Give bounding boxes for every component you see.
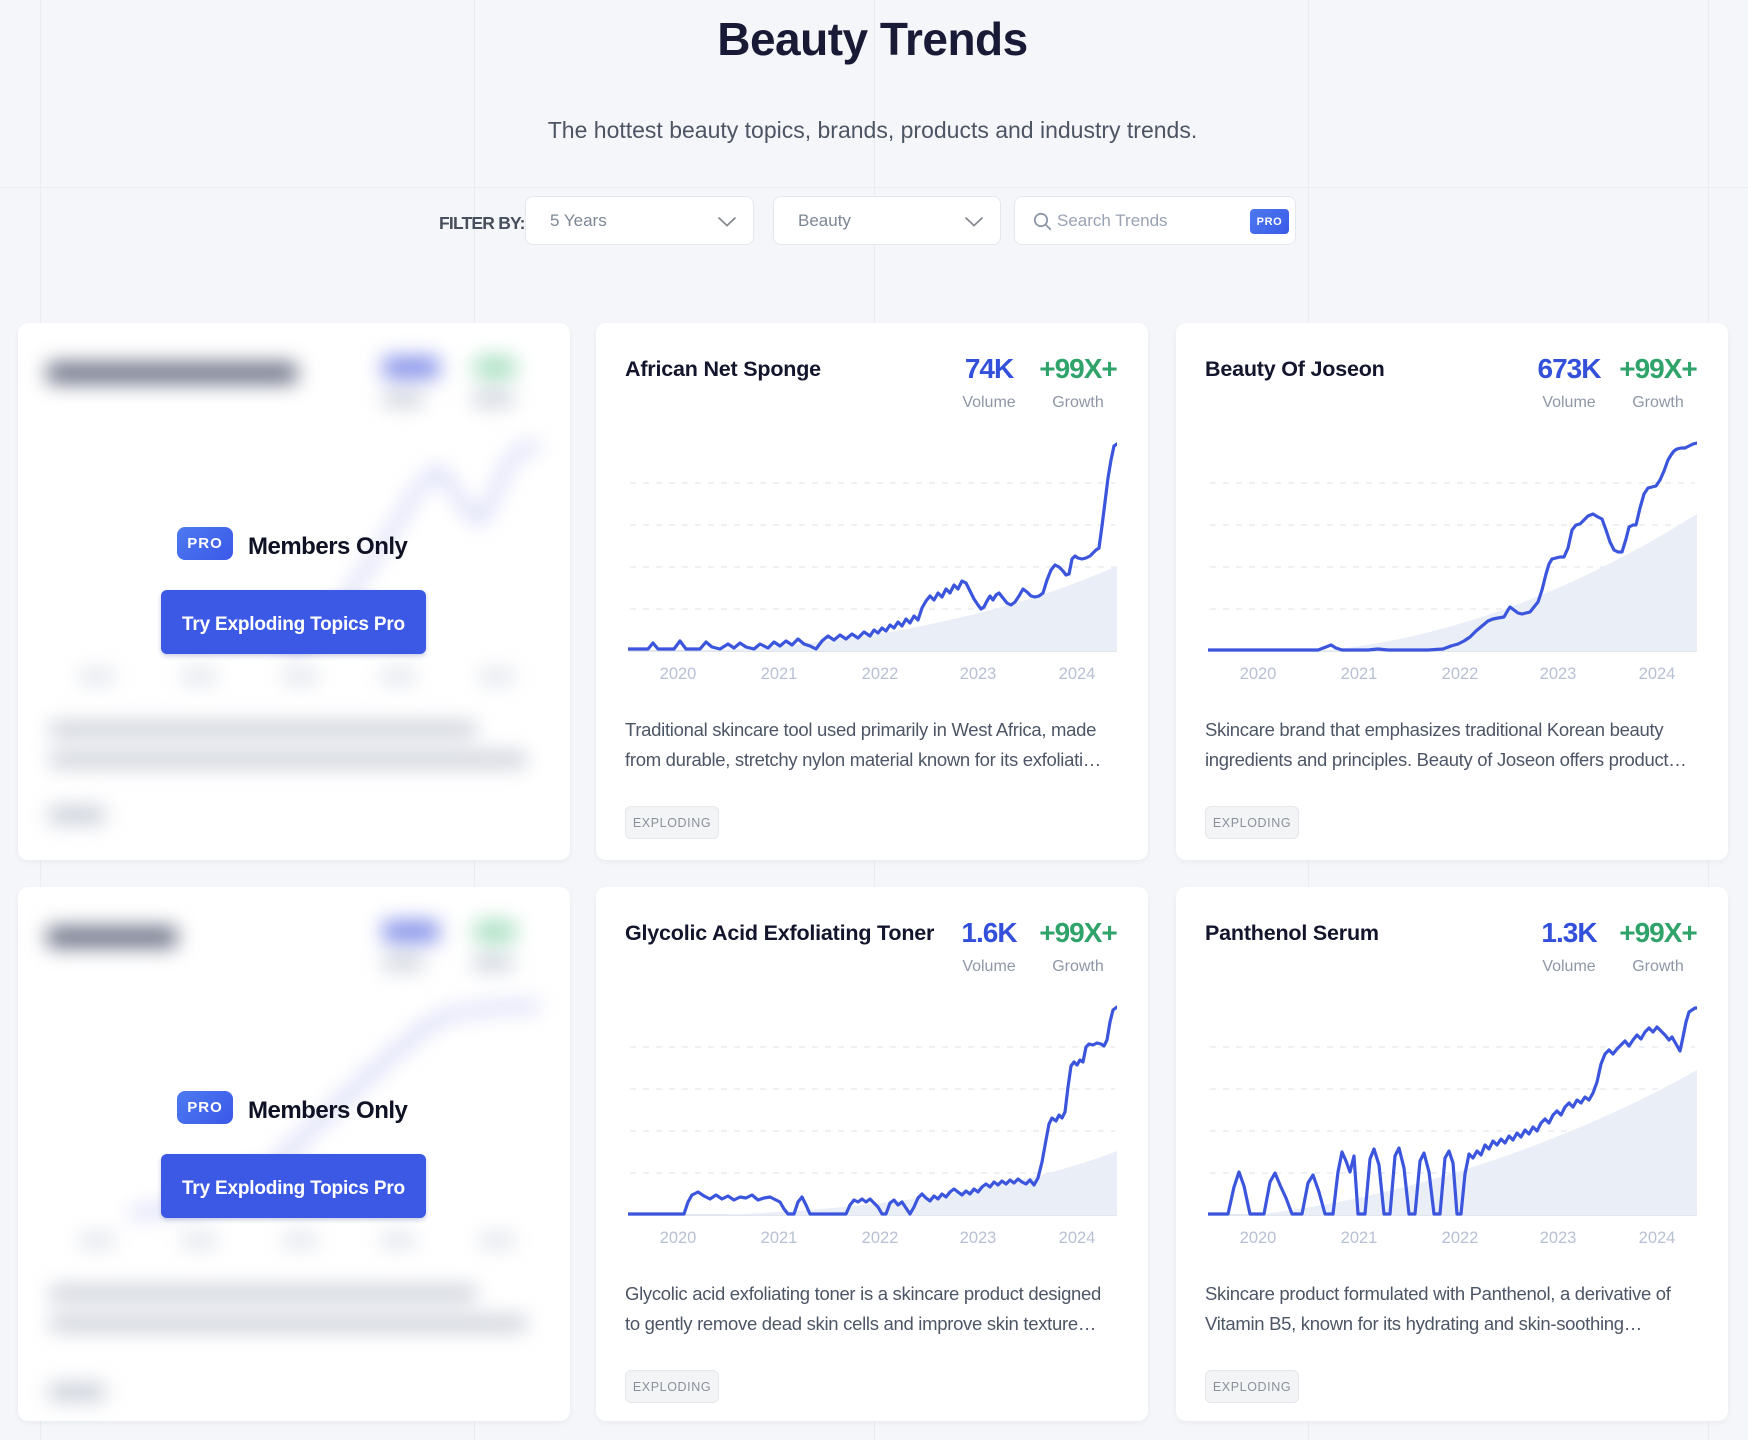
svg-text:2021: 2021 [761, 665, 798, 683]
svg-text:2021: 2021 [1341, 665, 1378, 683]
svg-text:2020: 2020 [660, 665, 697, 683]
svg-text:2020: 2020 [1240, 1229, 1277, 1247]
svg-text:2024: 2024 [1059, 665, 1096, 683]
svg-text:2024: 2024 [1059, 1229, 1096, 1247]
svg-text:2022: 2022 [1442, 1229, 1479, 1247]
svg-text:2020: 2020 [1240, 665, 1277, 683]
svg-text:2021: 2021 [1341, 1229, 1378, 1247]
svg-text:2020: 2020 [660, 1229, 697, 1247]
svg-text:2023: 2023 [960, 1229, 997, 1247]
svg-text:2023: 2023 [960, 665, 997, 683]
svg-text:2023: 2023 [1540, 665, 1577, 683]
svg-text:2022: 2022 [862, 665, 899, 683]
svg-text:2023: 2023 [1540, 1229, 1577, 1247]
svg-text:2022: 2022 [1442, 665, 1479, 683]
svg-text:2021: 2021 [761, 1229, 798, 1247]
svg-text:2024: 2024 [1639, 1229, 1676, 1247]
svg-text:2022: 2022 [862, 1229, 899, 1247]
svg-text:2024: 2024 [1639, 665, 1676, 683]
